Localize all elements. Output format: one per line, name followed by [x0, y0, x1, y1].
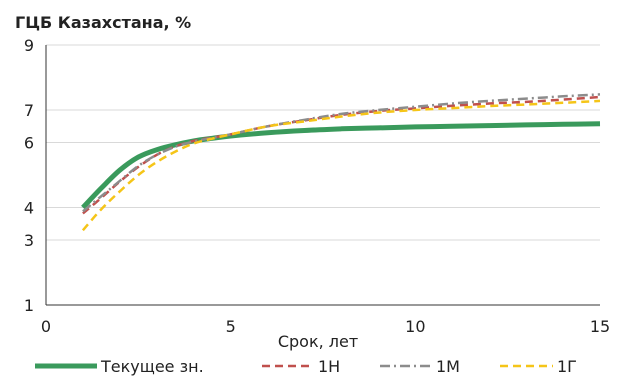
series-line-2 — [82, 93, 601, 213]
series-line-0 — [81, 121, 601, 210]
x-tick-label: 5 — [226, 317, 236, 336]
series-lines — [81, 93, 601, 232]
x-tick-labels: 0 5 10 15 — [41, 317, 610, 336]
x-axis-label: Срок, лет — [278, 332, 358, 351]
legend-label-3: 1Г — [557, 357, 577, 376]
series-line-3 — [81, 99, 601, 232]
legend-label-2: 1М — [436, 357, 460, 376]
axes — [45, 45, 600, 306]
y-tick-label: 6 — [24, 134, 34, 153]
legend-label-1: 1Н — [318, 357, 340, 376]
y-tick-label: 4 — [24, 199, 34, 218]
x-tick-label: 0 — [41, 317, 51, 336]
y-tick-label: 9 — [24, 36, 34, 55]
y-tick-label: 1 — [24, 296, 34, 315]
y-tick-label: 7 — [24, 101, 34, 120]
y-tick-label: 3 — [24, 231, 34, 250]
chart-title: ГЦБ Казахстана, % — [15, 13, 191, 32]
x-tick-label: 15 — [590, 317, 610, 336]
legend-label-0: Текущее зн. — [100, 357, 204, 376]
x-tick-label: 10 — [405, 317, 425, 336]
legend: Текущее зн. 1Н 1М 1Г — [35, 357, 577, 376]
y-tick-labels: 1 3 4 6 7 9 — [24, 36, 34, 315]
